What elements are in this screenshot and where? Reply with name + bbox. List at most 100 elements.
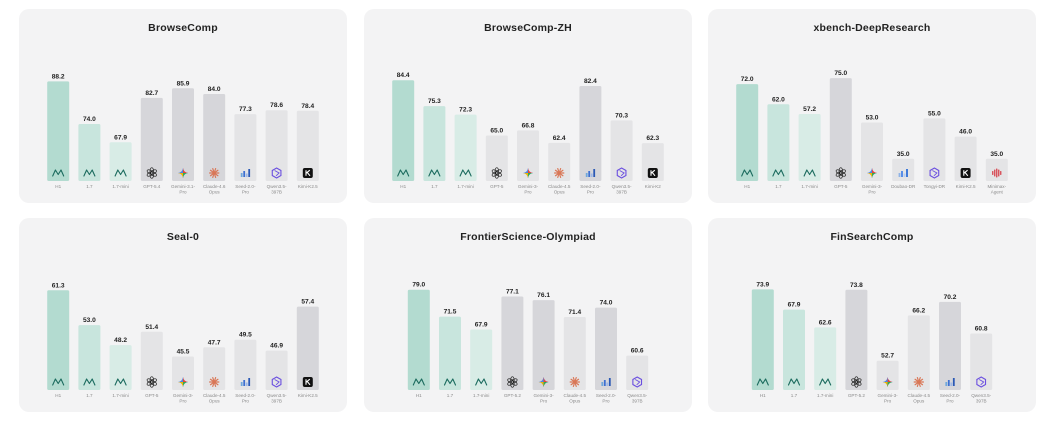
category-label: H1 [55,393,61,398]
minimax-logo-icon [803,169,816,177]
category-label: Seed-2.0-Pro [596,393,617,403]
value-label: 88.2 [52,73,65,80]
value-label: 82.7 [145,90,158,97]
bar [845,289,868,390]
category-label: Minimax-Agent [987,184,1006,194]
bar [203,347,226,390]
claude-icon [209,377,220,387]
chart-title: xbench-DeepResearch [813,22,931,34]
chart-title: BrowseComp-ZH [484,22,572,34]
bar [892,158,915,181]
category-label: Claude-4.6 Opus [203,184,226,194]
seed-icon [585,169,596,177]
value-label: 48.2 [114,337,127,344]
category-label: H1 [760,393,766,398]
bar [876,360,899,390]
category-label: Qwen3.5-397B [267,393,287,403]
value-label: 62.0 [772,96,785,103]
category-label: Seed-2.0-Pro [940,393,961,403]
chart-title: FinSearchComp [830,231,914,243]
chart-title: BrowseComp [148,22,218,34]
category-label: Gemini-3-Pro [518,184,539,194]
value-label: 82.4 [584,78,597,85]
category-label: 1.7 [86,184,93,189]
value-label: 49.5 [239,332,252,339]
value-label: 53.0 [866,114,879,121]
bar [798,113,821,181]
openai-icon [146,167,157,179]
bar [923,118,946,181]
minimax-logo-icon [397,169,410,177]
panel-browsecomp: BrowseComp 88.2 H1 74.0 1.7 67.9 1.7-mini 82.7… [19,9,347,203]
bar [78,325,101,390]
category-label: Doubao-DR [891,184,916,189]
category-label: 1.7 [791,393,798,398]
category-label: Seed-2.0-Pro [235,393,256,403]
bar [563,316,586,390]
gemini-icon [523,168,533,178]
value-label: 55.0 [928,110,941,117]
value-label: 46.9 [270,343,283,350]
bar [579,85,602,181]
minimax-logo-icon [83,169,96,177]
minimax-logo-icon [475,378,488,386]
panel-finsearchcomp: FinSearchComp 73.9 H1 67.9 1.7 62.6 1.7-mini 7… [708,218,1036,412]
minimax-logo-icon [114,169,127,177]
category-label: Claude-4.5 Opus [908,393,931,403]
value-label: 77.3 [239,106,252,113]
bar [814,327,837,390]
category-label: 1.7 [86,393,93,398]
seed-icon [601,378,611,386]
panel-seal-0: Seal-0 61.3 H1 53.0 1.7 48.2 1.7-mini 51.4 GPT-… [19,218,347,412]
value-label: 35.0 [990,151,1003,158]
category-label: 1.7 [447,393,454,398]
category-label: Qwen3.5-397B [627,393,647,403]
qwen-icon [976,376,987,388]
minimax-logo-icon [412,378,425,386]
value-label: 78.6 [270,102,283,109]
qwen-icon [616,167,627,179]
panel-frontierscience-olympiad: FrontierScience-Olympiad 79.0 H1 71.5 1.7 67… [364,218,692,412]
category-label: GPT-5 [834,184,848,189]
bar [517,130,539,181]
category-label: Tongyi-DR [924,184,946,189]
bar [265,350,288,390]
category-label: Qwen3.5-397B [612,184,632,194]
value-label: 74.0 [83,116,96,123]
value-label: 61.3 [52,282,65,289]
value-label: 45.5 [177,348,190,355]
category-label: 1.7-mini [473,393,489,398]
category-label: Kimi-K2.5 [298,184,318,189]
value-label: 66.2 [912,307,925,314]
bar [265,110,288,181]
bar [626,355,649,390]
bar [423,106,446,181]
category-label: H1 [744,184,750,189]
openai-icon [146,376,157,388]
bar [532,300,555,390]
bar [829,78,852,181]
bar [470,329,493,390]
value-label: 46.0 [959,129,972,136]
value-label: 66.8 [522,122,535,129]
bar [954,136,977,181]
qwen-icon [271,376,282,388]
value-label: 85.9 [177,80,190,87]
minimax-logo-icon [52,169,65,177]
category-label: Gemini-3-Pro [878,393,899,403]
bar [203,94,226,181]
value-label: 71.5 [444,309,457,316]
category-label: Claude-4.5 Opus [564,393,587,403]
bar [610,120,633,181]
category-label: 1.7 [431,184,438,189]
category-label: 1.7 [775,184,782,189]
category-label: H1 [55,184,61,189]
bar [172,88,194,181]
bar [234,114,257,181]
category-label: GPT-5.2 [848,393,866,398]
bar [783,309,805,390]
value-label: 72.0 [741,76,754,83]
value-label: 60.6 [631,348,644,355]
bar-chart: 84.4 H1 75.3 1.7 72.3 1.7-mini 65.0 GPT-5 66.8 Ge… [392,72,664,194]
